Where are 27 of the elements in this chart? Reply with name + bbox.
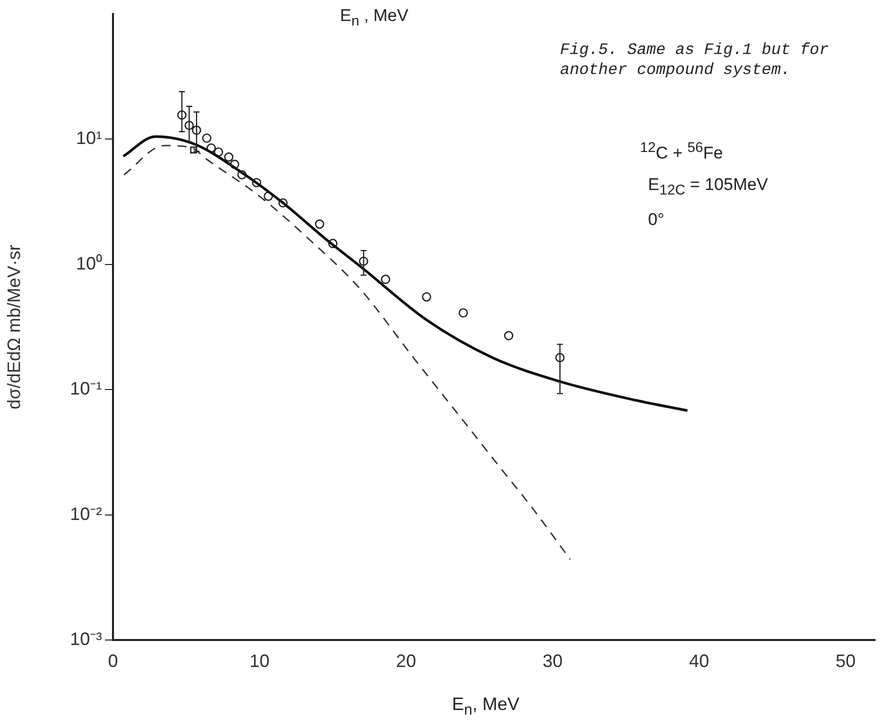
line-series <box>122 135 689 412</box>
y-tick-label: 10⁻³ <box>70 628 102 649</box>
x-tick-label: 20 <box>396 650 416 671</box>
y-tick-label: 10⁻² <box>70 504 102 524</box>
annotation: 0° <box>648 210 664 230</box>
point <box>202 133 212 143</box>
y-tick-label: 10⁻¹ <box>70 378 102 399</box>
y-tick-label: 10¹ <box>76 128 102 148</box>
y-axis-title: dσ/dEdΩ mb/MeV·sr <box>4 244 24 410</box>
point <box>224 152 234 162</box>
point <box>380 274 390 284</box>
x-tick-label: 30 <box>542 650 563 671</box>
y-tick-label: 10⁰ <box>76 253 102 274</box>
point <box>422 292 432 302</box>
annotation: $^{12}$C + $^{56}$Fe <box>640 140 723 164</box>
x-axis-title: E$_{n}$, MeV <box>452 694 520 719</box>
x-tick-label: 0 <box>108 650 118 671</box>
point <box>314 219 324 229</box>
annotation: E$_{n}$ , MeV <box>340 6 408 30</box>
annotation: E$_{12C}$ = 105MeV <box>648 175 768 198</box>
x-tick-label: 10 <box>250 650 270 671</box>
annotation: Fig.5. Same as Fig.1 but for another compound system. <box>560 40 830 80</box>
x-tick-label: 50 <box>836 650 856 671</box>
line-series <box>123 144 571 560</box>
point <box>458 308 468 318</box>
point <box>504 330 514 340</box>
x-tick-label: 40 <box>689 650 710 671</box>
